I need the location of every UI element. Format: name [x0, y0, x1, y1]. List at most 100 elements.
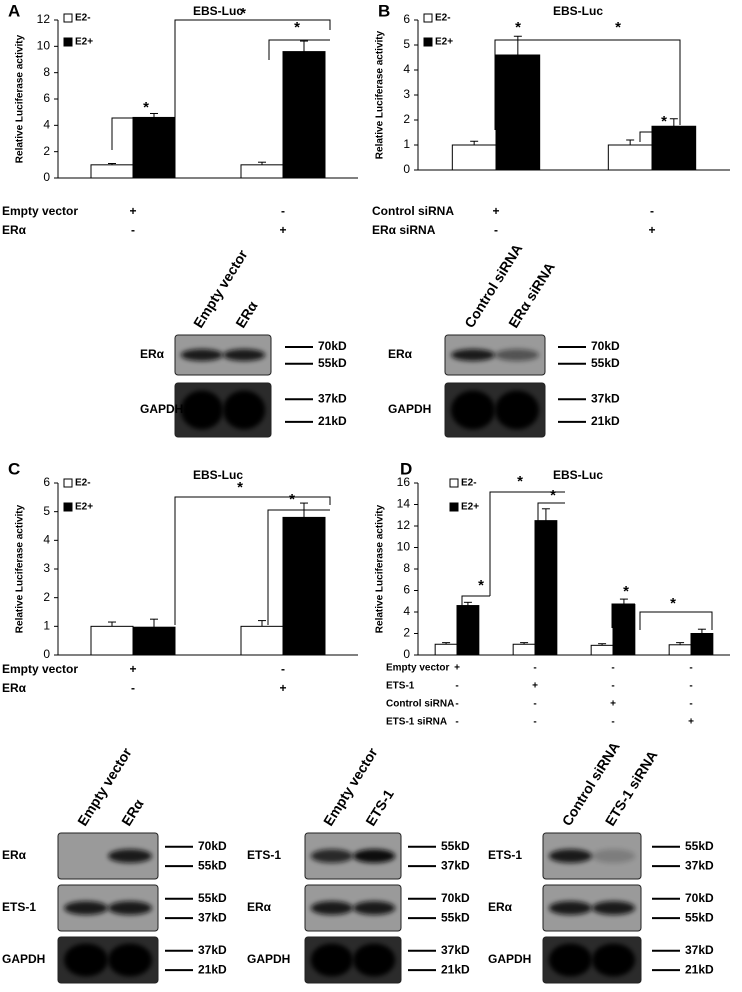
marker-label: 55kD	[441, 839, 470, 853]
protein-label: ERα	[140, 347, 165, 361]
marker-label: 55kD	[591, 356, 620, 370]
marker-label: 37kD	[685, 943, 714, 957]
lane-label: ERα	[232, 298, 261, 331]
marker-label: 21kD	[591, 414, 620, 428]
significance-star: *	[237, 479, 243, 496]
condition-value: +	[688, 717, 694, 728]
bar	[434, 643, 458, 656]
panel-label: D	[400, 459, 412, 478]
condition-value: -	[494, 223, 498, 237]
y-tick-label: 10	[37, 39, 51, 53]
bar	[456, 605, 480, 656]
bar	[590, 644, 614, 656]
significance-bracket	[537, 502, 565, 640]
y-tick-label: 2	[403, 626, 410, 640]
y-tick-label: 8	[43, 65, 50, 79]
marker-label: 37kD	[198, 943, 227, 957]
y-tick-label: 0	[403, 647, 410, 661]
legend-swatch	[423, 37, 433, 47]
condition-value: -	[689, 663, 692, 674]
y-tick-label: 6	[43, 91, 50, 105]
marker-label: 55kD	[685, 839, 714, 853]
blot-band	[108, 849, 152, 863]
y-tick-label: 5	[43, 504, 50, 518]
y-tick-label: 4	[403, 604, 410, 618]
protein-label: ERα	[488, 900, 513, 914]
panel-label: B	[378, 1, 390, 20]
bar	[690, 633, 714, 656]
y-tick-label: 10	[397, 540, 411, 554]
condition-value: +	[129, 204, 136, 218]
marker-label: 21kD	[318, 414, 347, 428]
significance-bracket	[268, 39, 330, 60]
marker-label: 70kD	[685, 891, 714, 905]
legend-label: E2-	[75, 478, 91, 489]
bar	[668, 644, 692, 656]
condition-value: -	[131, 681, 135, 695]
y-tick-label: 6	[403, 583, 410, 597]
blot-band	[548, 901, 592, 915]
condition-label: ETS-1	[386, 681, 415, 692]
panel-label: C	[8, 459, 20, 478]
significance-star: *	[670, 595, 676, 612]
protein-label: ERα	[388, 347, 413, 361]
protein-label: GAPDH	[247, 952, 290, 966]
significance-star: *	[143, 99, 149, 116]
significance-star: *	[478, 577, 484, 594]
marker-label: 55kD	[685, 910, 714, 924]
protein-label: ETS-1	[488, 848, 522, 862]
blot-band	[310, 943, 353, 977]
bar	[132, 116, 176, 179]
lane-label: ERα	[118, 796, 147, 829]
blot-band	[108, 943, 152, 977]
bar	[651, 125, 697, 171]
legend-swatch	[423, 13, 433, 23]
protein-label: GAPDH	[140, 402, 183, 416]
y-tick-label: 6	[43, 475, 50, 489]
marker-label: 37kD	[198, 910, 227, 924]
blot-band	[548, 943, 592, 977]
marker-label: 37kD	[441, 943, 470, 957]
significance-star: *	[517, 473, 523, 490]
significance-star: *	[289, 491, 295, 508]
marker-label: 21kD	[441, 962, 470, 976]
significance-bracket	[174, 496, 331, 625]
marker-label: 55kD	[441, 910, 470, 924]
blot-band	[64, 901, 108, 915]
legend-label: E2-	[75, 13, 91, 24]
condition-label: ERα	[2, 223, 27, 237]
y-tick-label: 4	[43, 118, 50, 132]
y-tick-label: 4	[43, 533, 50, 547]
significance-star: *	[623, 583, 629, 600]
y-tick-label: 12	[397, 518, 411, 532]
marker-label: 37kD	[685, 858, 714, 872]
bar	[282, 516, 326, 656]
blot-band	[548, 849, 592, 863]
y-tick-label: 14	[397, 497, 411, 511]
y-tick-label: 12	[37, 12, 51, 26]
y-tick-label: 0	[43, 647, 50, 661]
condition-value: +	[492, 204, 499, 218]
significance-star: *	[240, 5, 246, 22]
marker-label: 37kD	[318, 391, 347, 405]
legend-swatch	[63, 478, 73, 488]
significance-star: *	[550, 487, 556, 504]
legend-label: E2+	[75, 37, 93, 48]
condition-value: -	[533, 663, 536, 674]
condition-value: -	[650, 204, 654, 218]
blot-band	[592, 943, 636, 977]
y-axis-label: Relative Luciferase activity	[375, 30, 386, 159]
y-tick-label: 4	[403, 62, 410, 76]
y-tick-label: 2	[43, 590, 50, 604]
condition-label: Control siRNA	[372, 204, 454, 218]
significance-bracket	[111, 117, 154, 150]
significance-bracket	[540, 39, 681, 125]
blot-band	[223, 390, 266, 430]
bar	[90, 625, 134, 656]
lane-label: ERα siRNA	[505, 259, 558, 330]
blot-band	[108, 901, 152, 915]
marker-label: 55kD	[318, 356, 347, 370]
condition-label: Control siRNA	[386, 699, 454, 710]
condition-value: +	[610, 699, 616, 710]
blot-band	[451, 390, 495, 430]
